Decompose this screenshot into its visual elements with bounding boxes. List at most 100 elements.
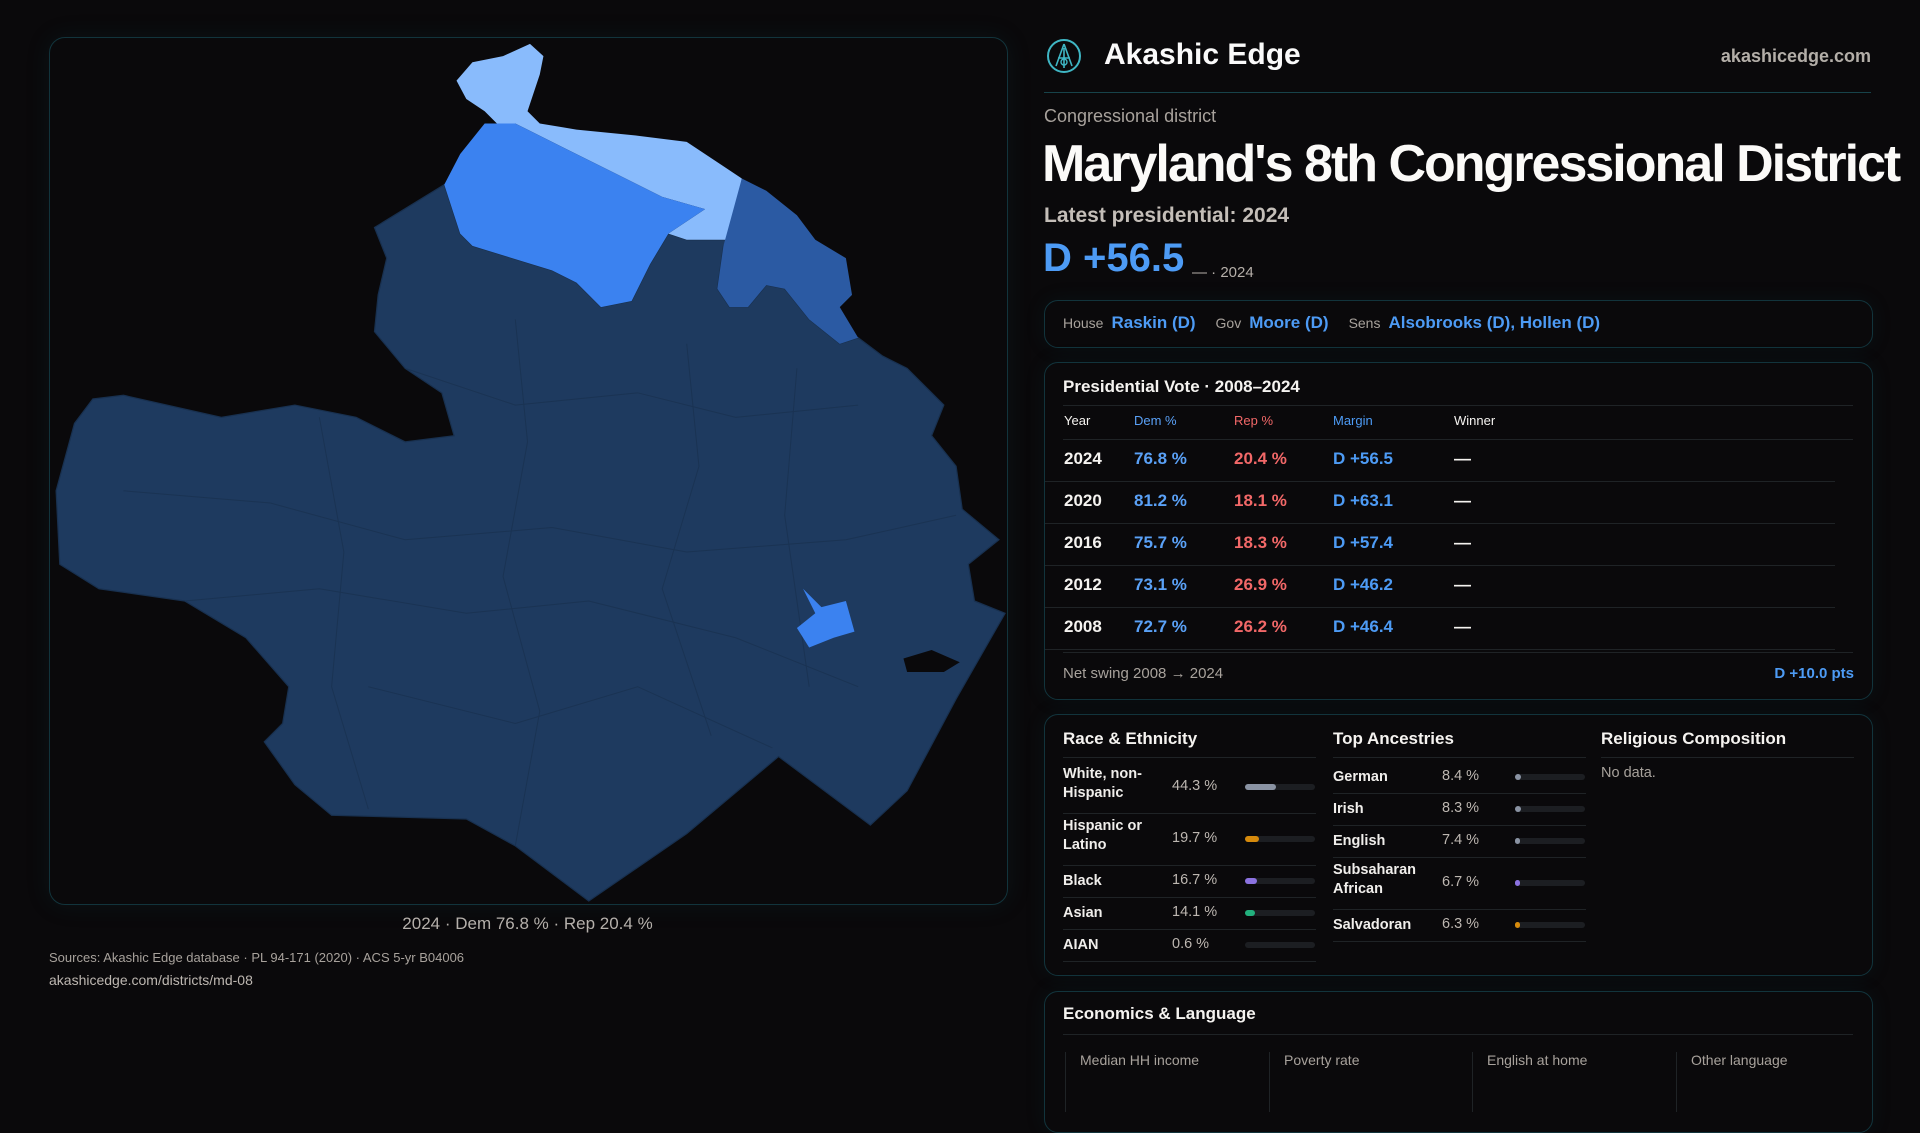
- list-item: AIAN 0.6 %: [1063, 929, 1316, 962]
- item-value: 7.4 %: [1442, 831, 1480, 848]
- item-bar-fill: [1245, 910, 1255, 916]
- divider: [1063, 405, 1853, 406]
- latest-margin-sub: — · 2024: [1192, 264, 1254, 281]
- stat-english-home: English at home: [1472, 1052, 1587, 1112]
- item-bar-fill: [1245, 836, 1259, 842]
- item-bar: [1515, 880, 1585, 886]
- divider: [1063, 439, 1853, 440]
- row-divider: [1045, 523, 1835, 524]
- item-value: 16.7 %: [1172, 871, 1218, 888]
- item-label: Black: [1063, 872, 1102, 889]
- list-item: Black 16.7 %: [1063, 865, 1316, 898]
- item-bar: [1245, 836, 1315, 842]
- item-bar: [1245, 878, 1315, 884]
- brand-name[interactable]: Akashic Edge: [1104, 38, 1301, 71]
- item-bar-fill: [1515, 806, 1521, 812]
- item-value: 8.4 %: [1442, 767, 1480, 784]
- latest-margin: D +56.5: [1043, 236, 1185, 280]
- map-region-lean-dem-small[interactable]: [796, 588, 855, 648]
- list-item: Salvadoran 6.3 %: [1333, 909, 1586, 942]
- item-label: English: [1333, 832, 1386, 849]
- map-region-lean-dem[interactable]: [444, 123, 706, 308]
- item-bar-fill: [1515, 922, 1520, 928]
- district-map-panel[interactable]: [49, 37, 1008, 905]
- page-title: Maryland's 8th Congressional District: [1042, 135, 1901, 193]
- item-bar-fill: [1515, 774, 1521, 780]
- district-kicker: Congressional district: [1044, 106, 1217, 126]
- divider: [1601, 757, 1854, 758]
- demographics-card: Race & Ethnicity White, non-Hispanic 44.…: [1044, 714, 1873, 976]
- row-divider: [1045, 607, 1835, 608]
- map-region-light[interactable]: [456, 43, 742, 240]
- stat-median-income: Median HH income: [1065, 1052, 1199, 1112]
- site-link[interactable]: akashicedge.com: [1720, 46, 1871, 66]
- cell-margin: D +56.5: [1333, 449, 1394, 468]
- item-label: Irish: [1333, 800, 1364, 817]
- cell-winner: —: [1454, 617, 1471, 636]
- item-bar: [1245, 942, 1315, 948]
- latest-presidential-label: Latest presidential: 2024: [1044, 204, 1290, 227]
- item-value: 14.1 %: [1172, 903, 1218, 920]
- cell-year: 2020: [1064, 491, 1102, 510]
- presidential-vote-card: Presidential Vote · 2008–2024 Year Dem %…: [1044, 362, 1873, 700]
- cell-margin: D +57.4: [1333, 533, 1394, 552]
- list-item: Irish 8.3 %: [1333, 793, 1586, 826]
- row-divider: [1045, 565, 1835, 566]
- race-title: Race & Ethnicity: [1063, 729, 1198, 748]
- sens-label: Sens: [1348, 315, 1381, 331]
- item-value: 6.7 %: [1442, 873, 1480, 890]
- cell-dem: 75.7 %: [1134, 533, 1187, 552]
- divider: [1063, 1034, 1853, 1035]
- cell-winner: —: [1454, 575, 1471, 594]
- col-header-rep: Rep %: [1234, 413, 1274, 428]
- cell-winner: —: [1454, 449, 1471, 468]
- item-value: 44.3 %: [1172, 777, 1218, 794]
- cell-rep: 26.2 %: [1234, 617, 1287, 636]
- cell-rep: 18.3 %: [1234, 533, 1287, 552]
- list-item: Hispanic or Latino 19.7 %: [1063, 813, 1316, 866]
- item-label: Subsaharan African: [1333, 862, 1416, 897]
- cell-year: 2016: [1064, 533, 1102, 552]
- item-label: AIAN: [1063, 936, 1099, 953]
- map-region-safe-dem[interactable]: [55, 183, 1006, 902]
- district-url[interactable]: akashicedge.com/districts/md-08: [49, 972, 253, 988]
- map-caption: 2024 · Dem 76.8 % · Rep 20.4 %: [402, 914, 653, 933]
- cell-winner: —: [1454, 491, 1471, 510]
- house-rep-link[interactable]: Raskin (D): [1111, 313, 1196, 332]
- item-bar-fill: [1515, 880, 1520, 886]
- item-bar: [1245, 784, 1315, 790]
- header-divider: [1044, 92, 1871, 93]
- senators-link[interactable]: Alsobrooks (D), Hollen (D): [1388, 313, 1601, 332]
- cell-margin: D +46.4: [1333, 617, 1394, 636]
- item-bar: [1515, 774, 1585, 780]
- item-bar: [1515, 838, 1585, 844]
- cell-margin: D +46.2: [1333, 575, 1394, 594]
- cell-dem: 73.1 %: [1134, 575, 1187, 594]
- cell-dem: 81.2 %: [1134, 491, 1187, 510]
- cell-year: 2012: [1064, 575, 1102, 594]
- stat-other-language: Other language: [1676, 1052, 1788, 1112]
- item-value: 19.7 %: [1172, 829, 1218, 846]
- item-bar-fill: [1245, 784, 1276, 790]
- list-item: White, non-Hispanic 44.3 %: [1063, 761, 1316, 814]
- stat-poverty-rate: Poverty rate: [1269, 1052, 1359, 1112]
- row-divider: [1045, 649, 1835, 650]
- cell-dem: 76.8 %: [1134, 449, 1187, 468]
- divider: [1063, 652, 1853, 653]
- col-header-margin: Margin: [1333, 413, 1373, 428]
- precinct-boundaries: [123, 319, 957, 846]
- item-bar-fill: [1245, 878, 1257, 884]
- district-map[interactable]: [49, 37, 1008, 905]
- akashic-logo-icon: [1047, 39, 1081, 73]
- net-swing-label: Net swing 2008 → 2024: [1063, 665, 1224, 682]
- item-label: White, non-Hispanic: [1063, 766, 1142, 801]
- col-header-winner: Winner: [1454, 413, 1496, 428]
- religion-no-data: No data.: [1601, 765, 1656, 781]
- cell-margin: D +63.1: [1333, 491, 1394, 510]
- map-region-likely-dem[interactable]: [717, 178, 859, 344]
- governor-link[interactable]: Moore (D): [1249, 313, 1329, 332]
- list-item: Subsaharan African 6.7 %: [1333, 857, 1586, 910]
- item-label: German: [1333, 768, 1388, 785]
- item-value: 6.3 %: [1442, 915, 1480, 932]
- religion-title: Religious Composition: [1601, 729, 1787, 748]
